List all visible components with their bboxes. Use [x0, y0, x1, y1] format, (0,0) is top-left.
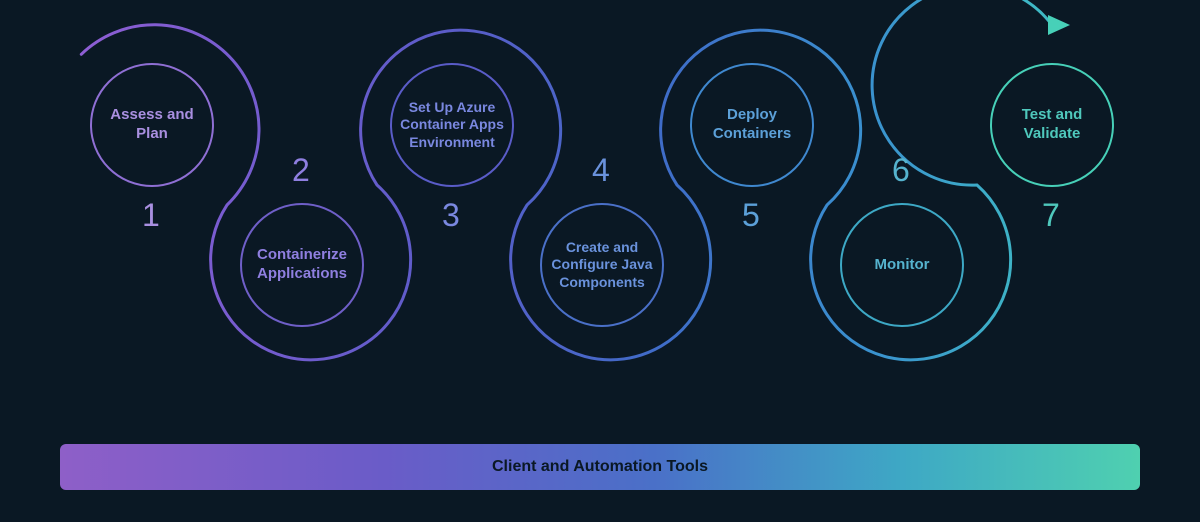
step-label-s7: Test and Validate — [1000, 106, 1104, 144]
step-number-s3: 3 — [442, 197, 460, 234]
step-label-s4: Create and Configure Java Components — [550, 239, 654, 292]
step-number-s4: 4 — [592, 152, 610, 189]
step-number-s2: 2 — [292, 152, 310, 189]
step-label-s5: Deploy Containers — [700, 106, 804, 144]
step-circle-s7: Test and Validate — [990, 63, 1114, 187]
step-number-s6: 6 — [892, 152, 910, 189]
step-label-s2: Containerize Applications — [250, 246, 354, 284]
step-number-s5: 5 — [742, 197, 760, 234]
step-circle-s6: Monitor — [840, 203, 964, 327]
diagram-stage: Assess and Plan 1 Containerize Application… — [0, 0, 1200, 522]
arrowhead-icon — [1048, 15, 1070, 35]
step-circle-s1: Assess and Plan — [90, 63, 214, 187]
step-label-s6: Monitor — [875, 256, 930, 275]
footer-bar: Client and Automation Tools — [60, 444, 1140, 490]
step-circle-s5: Deploy Containers — [690, 63, 814, 187]
step-circle-s4: Create and Configure Java Components — [540, 203, 664, 327]
step-circle-s2: Containerize Applications — [240, 203, 364, 327]
step-number-s1: 1 — [142, 197, 160, 234]
footer-label: Client and Automation Tools — [492, 458, 708, 476]
step-number-s7: 7 — [1042, 197, 1060, 234]
step-label-s1: Assess and Plan — [100, 106, 204, 144]
step-circle-s3: Set Up Azure Container Apps Environment — [390, 63, 514, 187]
step-label-s3: Set Up Azure Container Apps Environment — [400, 99, 504, 152]
